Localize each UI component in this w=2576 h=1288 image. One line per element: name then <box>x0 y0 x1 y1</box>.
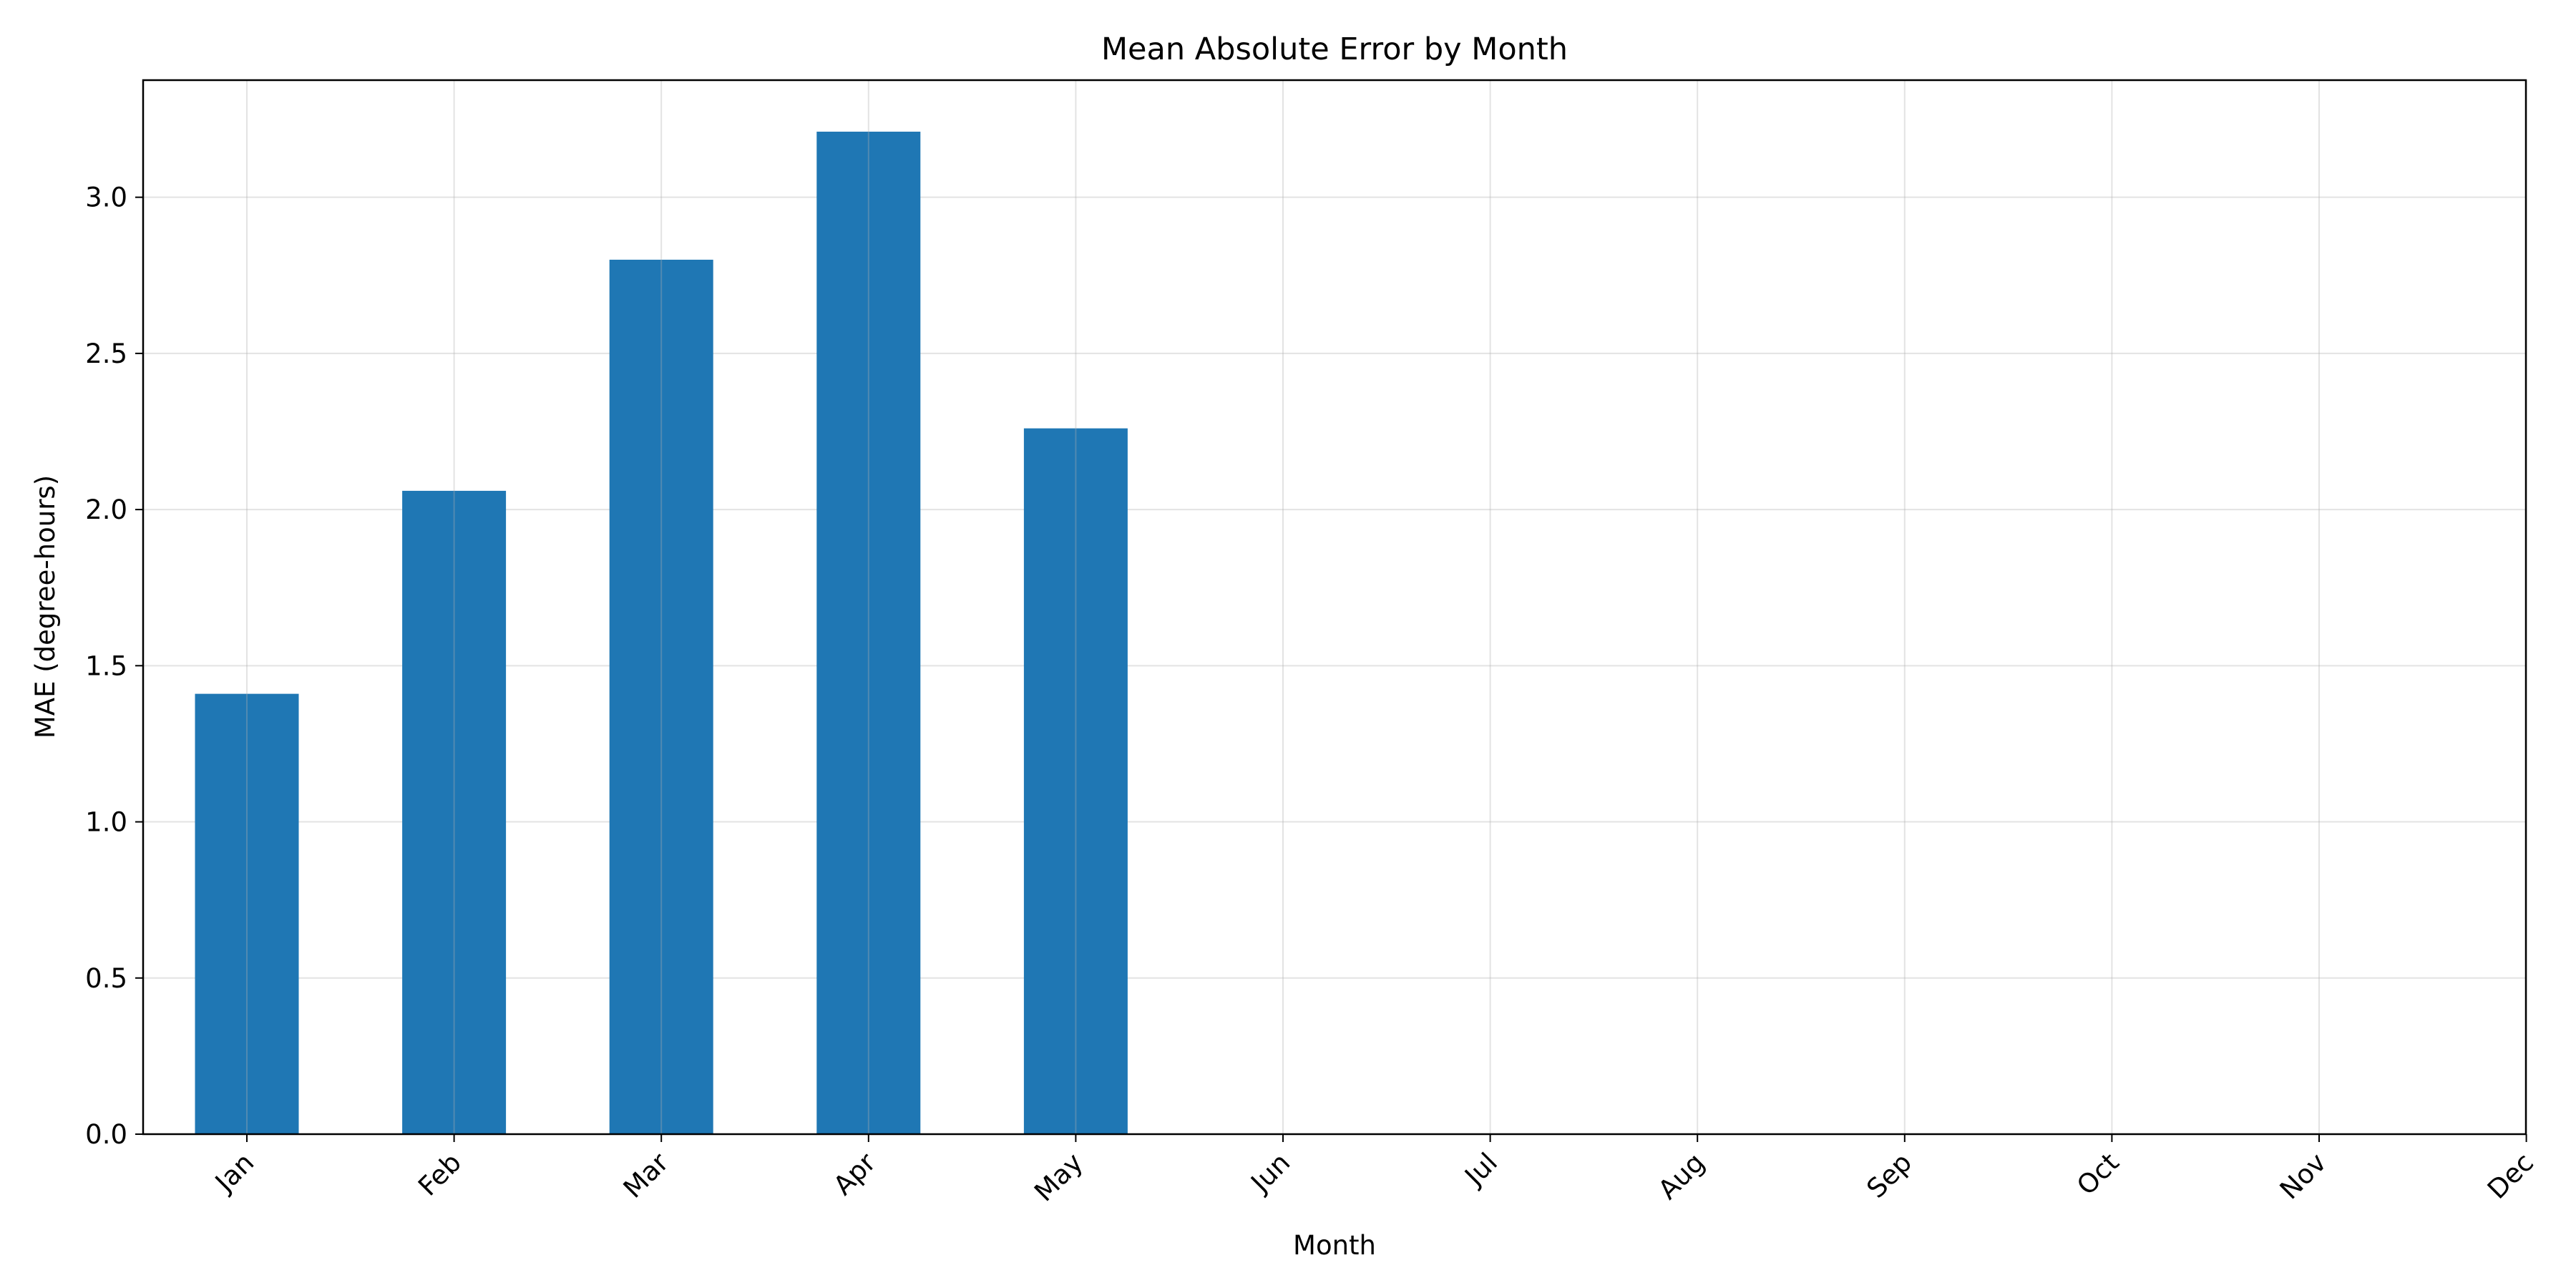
grid <box>143 196 2526 1135</box>
bar-mar <box>609 259 713 1134</box>
bar-may <box>1023 428 1128 1134</box>
bars <box>195 132 1128 1135</box>
y-tick-label: 3.0 <box>85 182 127 213</box>
y-axis-ticks: 0.0 0.5 1.0 1.5 2.0 2.5 3.0 <box>85 182 143 1150</box>
chart-title: Mean Absolute Error by Month <box>1101 31 1568 67</box>
x-axis-label: Month <box>1293 1230 1376 1261</box>
y-tick-label: 1.0 <box>85 807 127 838</box>
y-tick-label: 2.5 <box>85 338 127 369</box>
y-tick-label: 0.0 <box>85 1119 127 1150</box>
y-tick-label: 0.5 <box>85 963 127 994</box>
y-tick-label: 1.5 <box>85 650 127 681</box>
bar-feb <box>402 490 507 1134</box>
y-axis-label: MAE (degree-hours) <box>30 475 61 738</box>
bar-jan <box>195 693 299 1134</box>
y-tick-label: 2.0 <box>85 494 127 525</box>
plot-frame <box>142 79 2527 1136</box>
bar-apr <box>816 132 921 1135</box>
